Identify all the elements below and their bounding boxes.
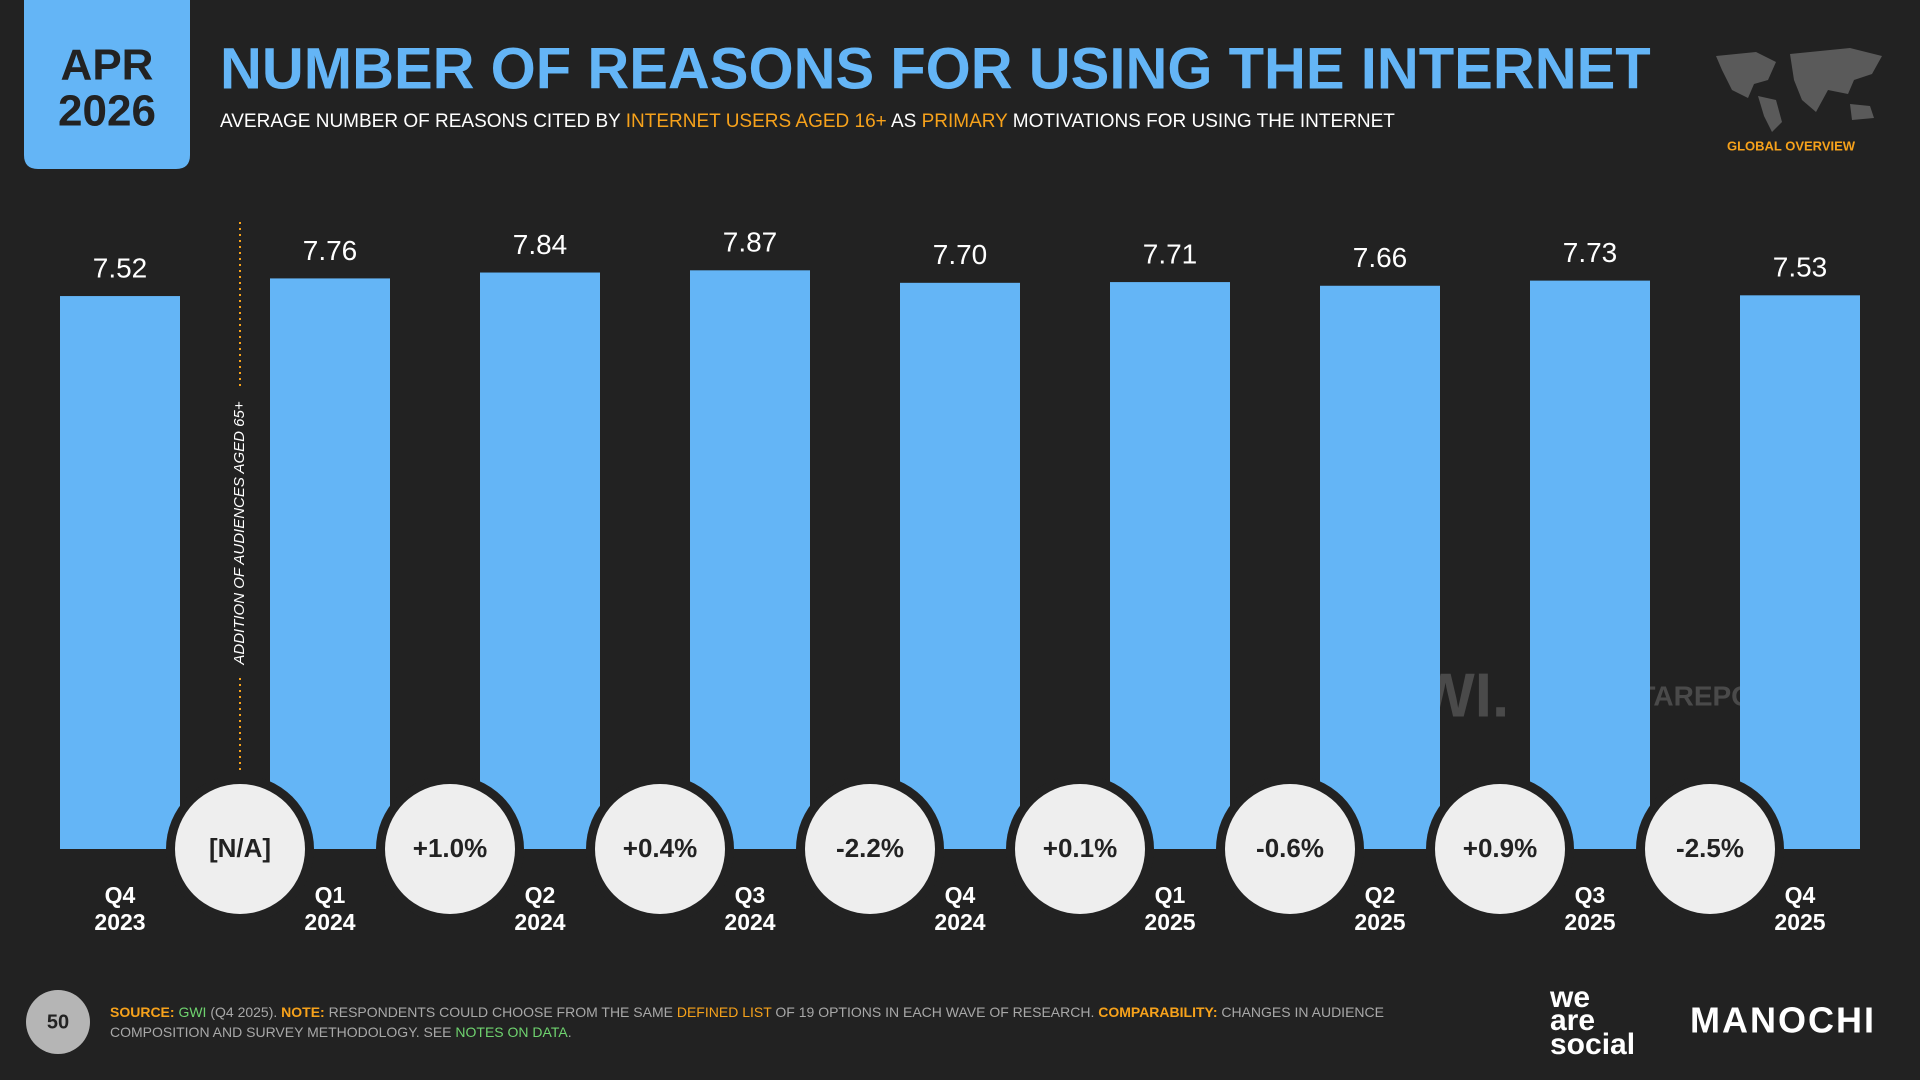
bar xyxy=(690,270,810,850)
logo-manochi: MANOCHI xyxy=(1690,1000,1876,1041)
x-tick-label: Q4 2024 xyxy=(934,882,986,935)
value-label: 7.53 xyxy=(1773,252,1828,283)
source-text: CHANGES IN AUDIENCE COMPOSITION AND SURV… xyxy=(110,1004,1384,1040)
change-label: +1.0% xyxy=(413,833,487,863)
change-bubble xyxy=(385,784,515,914)
annotation-backdrop xyxy=(228,388,252,678)
logo-line: social xyxy=(1550,1028,1635,1061)
logo-line: we xyxy=(1549,981,1590,1014)
subtitle-part: AS xyxy=(887,111,922,132)
x-tick-label: Q3 2024 xyxy=(724,882,776,935)
badge-year: 2026 xyxy=(58,87,156,136)
bar xyxy=(480,272,600,849)
x-tick-label: Q4 2025 xyxy=(1774,882,1826,935)
source-text: OF 19 OPTIONS IN EACH WAVE OF RESEARCH. xyxy=(775,1004,1095,1020)
change-label: +0.4% xyxy=(623,833,697,863)
world-map xyxy=(1716,48,1882,132)
change-label: [N/A] xyxy=(209,833,271,863)
annotation: ADDITION OF AUDIENCES AGED 65+ xyxy=(231,401,248,665)
change-label: -0.6% xyxy=(1256,833,1324,863)
subtitle-part: MOTIVATIONS FOR USING THE INTERNET xyxy=(1008,111,1396,132)
bar xyxy=(900,282,1020,850)
source-label: COMPARABILITY: xyxy=(1098,1004,1218,1020)
page-number-badge xyxy=(26,990,90,1054)
bar xyxy=(1320,285,1440,849)
logo-line: are xyxy=(1550,1004,1595,1037)
change-bubble xyxy=(805,784,935,914)
x-tick-label: Q3 2025 xyxy=(1564,882,1616,935)
x-tick-label: Q1 2025 xyxy=(1144,882,1196,935)
value-label: 7.52 xyxy=(93,252,148,283)
value-label: 7.71 xyxy=(1143,238,1198,269)
source-note: SOURCE: GWI (Q4 2025). NOTE: RESPONDENTS… xyxy=(110,1002,1480,1042)
date-badge xyxy=(24,0,190,169)
bar xyxy=(270,278,390,850)
value-label: 7.84 xyxy=(513,229,568,260)
page-number: 50 xyxy=(47,1011,69,1033)
x-tick-label: Q1 2024 xyxy=(304,882,356,935)
source-text: RESPONDENTS COULD CHOOSE FROM THE SAME xyxy=(328,1004,673,1020)
bar xyxy=(1530,280,1650,849)
subtitle: AVERAGE NUMBER OF REASONS CITED BY INTER… xyxy=(220,111,1395,132)
change-bubble xyxy=(1015,784,1145,914)
value-label: 7.87 xyxy=(723,227,778,258)
change-bubble xyxy=(1225,784,1355,914)
change-bubble xyxy=(595,784,725,914)
bar xyxy=(1740,295,1860,850)
region-label: GLOBAL OVERVIEW xyxy=(1727,138,1856,153)
x-tick-label: Q4 2023 xyxy=(94,882,146,935)
source-label: SOURCE: xyxy=(110,1004,175,1020)
change-label: +0.9% xyxy=(1463,833,1537,863)
source-highlight: DEFINED LIST xyxy=(676,1004,772,1020)
source-link: NOTES ON DATA xyxy=(455,1024,568,1040)
x-tick-label: Q2 2024 xyxy=(514,882,566,935)
change-label: -2.2% xyxy=(836,833,904,863)
source-link: GWI xyxy=(178,1004,207,1020)
value-label: 7.73 xyxy=(1563,237,1618,268)
value-label: 7.76 xyxy=(303,235,358,266)
bar xyxy=(1110,282,1230,849)
subtitle-part: AVERAGE NUMBER OF REASONS CITED BY xyxy=(220,111,626,132)
value-label: 7.66 xyxy=(1353,242,1408,273)
x-tick-label: Q2 2025 xyxy=(1354,882,1406,935)
change-bubble xyxy=(1435,784,1565,914)
change-label: -2.5% xyxy=(1676,833,1744,863)
source-text: (Q4 2025). xyxy=(210,1004,278,1020)
subtitle-highlight: PRIMARY xyxy=(922,111,1009,132)
change-label: +0.1% xyxy=(1043,833,1117,863)
bar xyxy=(60,296,180,849)
change-bubble xyxy=(1645,784,1775,914)
title: NUMBER OF REASONS FOR USING THE INTERNET xyxy=(220,36,1651,101)
source-label: NOTE: xyxy=(281,1004,325,1020)
source-text: . xyxy=(567,1024,572,1040)
value-label: 7.70 xyxy=(933,239,988,270)
subtitle-highlight: INTERNET USERS AGED 16+ xyxy=(626,111,887,132)
change-bubble xyxy=(175,784,305,914)
badge-month: APR xyxy=(61,41,154,90)
